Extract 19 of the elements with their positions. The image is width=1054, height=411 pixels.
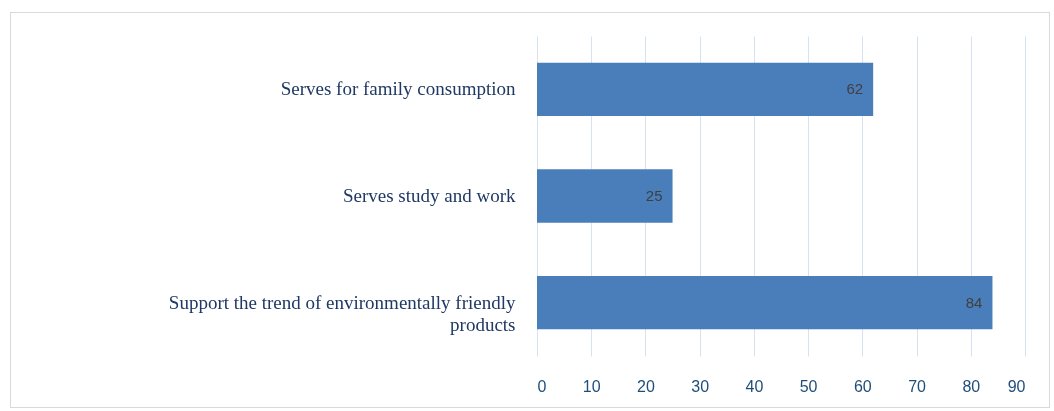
x-tick-label: 20: [637, 377, 655, 395]
x-tick-label: 80: [962, 377, 981, 395]
y-tick-label: Support the trend of environmentally friendly products: [168, 291, 516, 335]
data-label: 25: [645, 187, 663, 204]
bar: [537, 62, 874, 116]
x-tick-label: 40: [745, 377, 764, 395]
bar: [537, 276, 993, 330]
x-tick-label: 60: [853, 377, 872, 395]
x-tick-label: 50: [799, 377, 818, 395]
x-tick-label: 70: [908, 377, 927, 395]
data-label: 84: [965, 293, 983, 311]
x-tick-label: 30: [691, 377, 710, 395]
y-tick-label: Serves study and work: [342, 185, 516, 206]
bar: [537, 169, 673, 223]
data-label: 62: [846, 80, 864, 98]
x-tick-label: 10: [582, 377, 601, 395]
y-tick-label: Serves for family consumption: [280, 78, 516, 100]
x-tick-label: 90: [1007, 377, 1026, 395]
x-tick-label: 0: [537, 377, 547, 395]
